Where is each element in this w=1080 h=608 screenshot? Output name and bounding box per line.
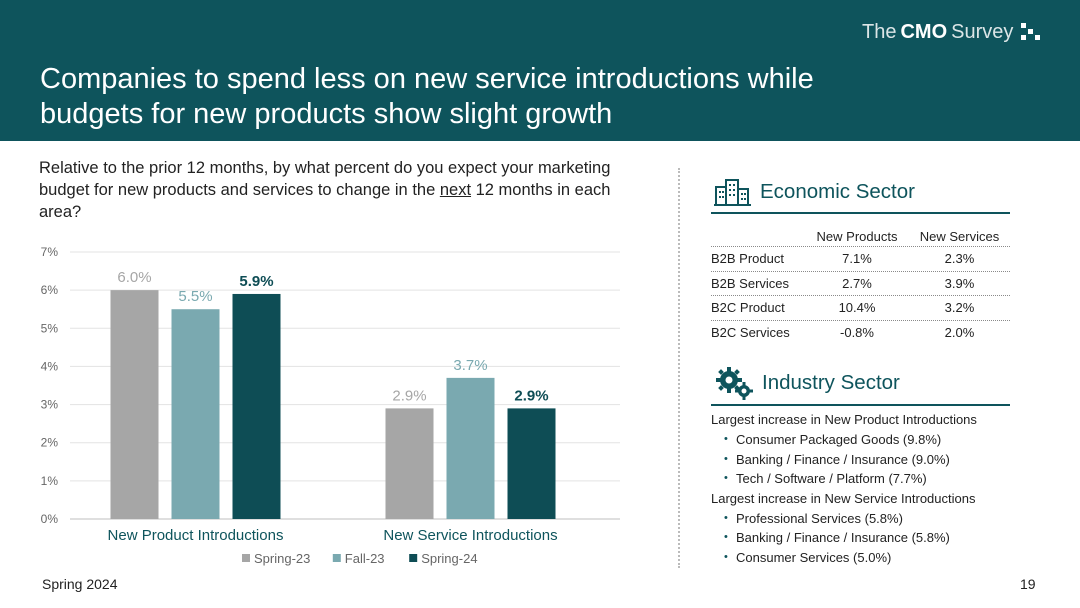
bar <box>171 309 220 519</box>
legend-swatch <box>409 554 418 562</box>
page-number: 19 <box>1020 576 1036 592</box>
list-item: Banking / Finance / Insurance (5.8%) <box>711 528 1021 548</box>
gears-icon <box>716 367 753 400</box>
list-item: Banking / Finance / Insurance (9.0%) <box>711 450 1021 470</box>
legend-label: Spring-23 <box>254 551 310 566</box>
data-label: 2.9% <box>392 387 426 404</box>
table-row: B2B Services 2.7% 3.9% <box>711 272 1010 296</box>
legend-swatch <box>242 554 250 562</box>
list-item: Consumer Packaged Goods (9.8%) <box>711 430 1021 450</box>
legend-swatch <box>332 554 341 562</box>
y-tick-label: 2% <box>41 436 59 450</box>
header-bar: The CMO Survey Companies to spend less o… <box>0 0 1080 141</box>
buildings-icon <box>714 179 751 206</box>
legend-label: Spring-24 <box>421 551 477 566</box>
x-category-label: New Product Introductions <box>108 527 284 544</box>
y-tick-label: 0% <box>41 512 59 526</box>
data-label: 6.0% <box>117 269 151 286</box>
industry-sector-rule <box>711 404 1010 406</box>
product-group-title: Largest increase in New Product Introduc… <box>711 412 977 427</box>
table-row: B2C Services -0.8% 2.0% <box>711 325 975 341</box>
y-tick-label: 1% <box>41 474 59 488</box>
vertical-divider <box>678 168 680 568</box>
list-item: Tech / Software / Platform (7.7%) <box>711 469 1021 489</box>
bar <box>232 293 281 519</box>
industry-sector-heading: Industry Sector <box>716 366 900 400</box>
logo-dots-icon <box>1019 21 1041 43</box>
bar <box>446 377 495 519</box>
x-category-label: New Service Introductions <box>383 527 557 544</box>
data-label: 2.9% <box>514 387 548 404</box>
industry-sector-list: Largest increase in New Product Introduc… <box>711 410 1021 567</box>
survey-question: Relative to the prior 12 months, by what… <box>39 159 611 221</box>
y-tick-label: 4% <box>41 359 59 373</box>
table-header-row: New Products New Services <box>711 227 1010 247</box>
cmo-survey-logo: The CMO Survey <box>862 18 1041 46</box>
service-group-title: Largest increase in New Service Introduc… <box>711 490 976 506</box>
list-item: Professional Services (5.8%) <box>711 509 1021 529</box>
y-tick-label: 5% <box>41 321 59 335</box>
table-row: B2C Product 10.4% 3.2% <box>711 296 1010 321</box>
table-row: B2B Product 7.1% 2.3% <box>711 247 1010 272</box>
y-tick-label: 6% <box>41 283 59 297</box>
list-item: Consumer Services (5.0%) <box>711 548 1021 568</box>
economic-sector-heading: Economic Sector <box>714 177 915 207</box>
economic-sector-table: New Products New Services B2B Product 7.… <box>711 227 1010 345</box>
y-tick-label: 7% <box>41 245 59 259</box>
y-tick-label: 3% <box>41 398 59 412</box>
bar <box>385 408 434 519</box>
economic-sector-title: Economic Sector <box>760 180 915 203</box>
industry-sector-title: Industry Sector <box>762 371 900 394</box>
economic-sector-rule <box>711 212 1010 214</box>
footer-date: Spring 2024 <box>42 576 118 592</box>
bar <box>110 290 159 519</box>
page-title: Companies to spend less on new service i… <box>40 63 814 130</box>
data-label: 3.7% <box>453 357 487 374</box>
legend-label: Fall-23 <box>345 551 385 566</box>
bar <box>507 408 556 519</box>
budget-change-bar-chart: 0% 1% 2% 3% 4% 5% 6% 7% 6.0% 5.5% 5.9% New Product … <box>41 245 620 566</box>
data-label: 5.9% <box>239 273 273 290</box>
data-label: 5.5% <box>178 288 212 305</box>
